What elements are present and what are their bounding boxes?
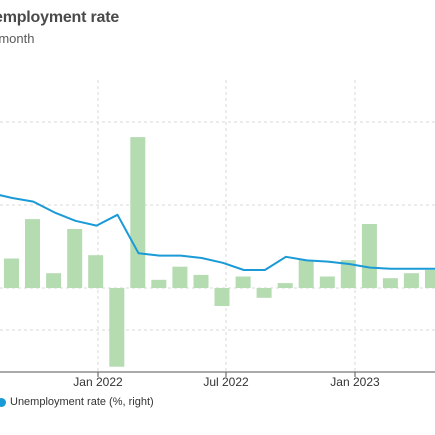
bar xyxy=(340,260,356,288)
legend-label-unemployment: Unemployment rate (%, right) xyxy=(10,396,154,408)
bar xyxy=(235,276,251,288)
bar xyxy=(67,229,83,288)
bar xyxy=(25,219,40,288)
bar xyxy=(172,266,188,288)
legend-marker-unemployment xyxy=(0,397,6,407)
bar xyxy=(256,288,272,298)
bar xyxy=(319,276,335,288)
bar xyxy=(88,255,104,288)
line-series xyxy=(0,194,435,271)
bar xyxy=(4,258,19,288)
unemployment-line xyxy=(0,194,435,271)
bar xyxy=(425,270,435,288)
x-tick-label: Jan 2023 xyxy=(330,375,380,389)
bar xyxy=(277,283,293,288)
bar xyxy=(130,137,146,288)
bar xyxy=(151,279,167,288)
bar xyxy=(361,224,377,288)
x-tick-label: Jan 2022 xyxy=(73,375,123,389)
bar xyxy=(109,288,125,367)
bar-series xyxy=(4,137,435,367)
chart-title: employment rate xyxy=(0,9,120,26)
bar xyxy=(382,278,398,288)
bar xyxy=(46,273,62,288)
legend: Unemployment rate (%, right) xyxy=(0,396,154,408)
bar xyxy=(214,288,230,306)
chart-subtitle: -month xyxy=(0,31,35,46)
x-tick-label: Jul 2022 xyxy=(203,375,249,389)
bar xyxy=(298,260,314,288)
bar xyxy=(193,274,209,288)
x-axis-ticks: Jan 2022 Jul 2022 Jan 2023 xyxy=(73,372,380,389)
bar xyxy=(403,273,419,288)
